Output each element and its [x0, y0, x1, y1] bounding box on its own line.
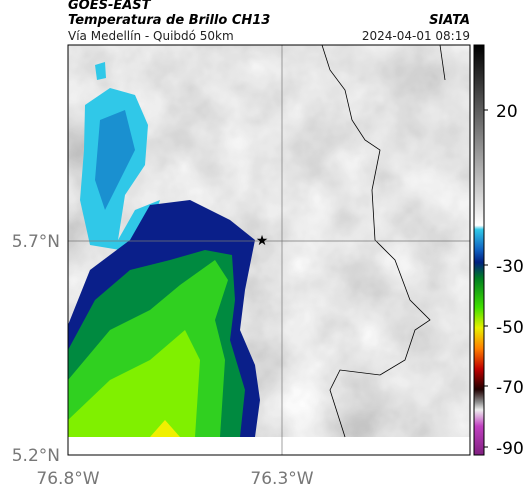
lon-label: 76.8°W [36, 469, 99, 489]
colorbar-label: 20 [496, 102, 518, 122]
satellite-image: ★ [68, 45, 470, 455]
map-frame [67, 44, 471, 456]
colorbar-label: -50 [496, 318, 524, 338]
timestamp: 2024-04-01 08:19 [362, 29, 470, 43]
agency: SIATA [429, 13, 470, 28]
colorbar-label: -90 [496, 439, 524, 459]
title: Temperatura de Brillo CH13 [68, 13, 270, 28]
colorbar [473, 44, 485, 456]
lat-label: 5.2°N [12, 446, 60, 466]
colorbar-ticks [484, 109, 488, 448]
lat-label: 5.7°N [12, 232, 60, 252]
source: GOES-EAST [68, 0, 152, 13]
colorbar-label: -30 [496, 257, 524, 277]
colorbar-label: -70 [496, 378, 524, 398]
subtitle: Vía Medellín - Quibdó 50km [68, 29, 234, 43]
svg-text:★: ★ [256, 233, 269, 249]
lon-label: 76.3°W [250, 469, 313, 489]
